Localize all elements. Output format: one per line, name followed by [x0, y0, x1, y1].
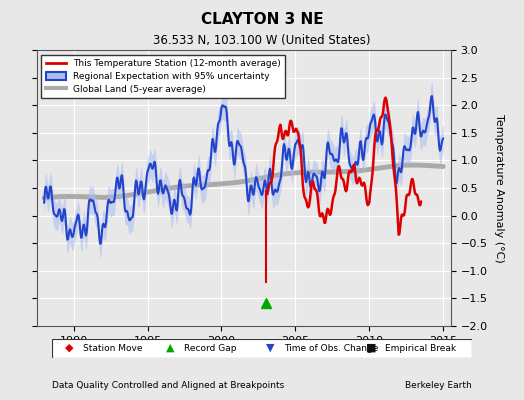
Text: ◆: ◆ — [65, 343, 73, 353]
Text: Record Gap: Record Gap — [183, 344, 236, 352]
Text: 36.533 N, 103.100 W (United States): 36.533 N, 103.100 W (United States) — [153, 34, 371, 47]
Text: ▼: ▼ — [266, 343, 275, 353]
Text: ▲: ▲ — [166, 343, 174, 353]
Text: Empirical Break: Empirical Break — [385, 344, 456, 352]
Text: ■: ■ — [366, 343, 376, 353]
Y-axis label: Temperature Anomaly (°C): Temperature Anomaly (°C) — [494, 114, 504, 262]
Text: Data Quality Controlled and Aligned at Breakpoints: Data Quality Controlled and Aligned at B… — [52, 381, 285, 390]
FancyBboxPatch shape — [52, 339, 472, 358]
Legend: This Temperature Station (12-month average), Regional Expectation with 95% uncer: This Temperature Station (12-month avera… — [41, 54, 285, 98]
Text: Berkeley Earth: Berkeley Earth — [405, 381, 472, 390]
Text: CLAYTON 3 NE: CLAYTON 3 NE — [201, 12, 323, 27]
Text: Time of Obs. Change: Time of Obs. Change — [284, 344, 379, 352]
Text: Station Move: Station Move — [83, 344, 143, 352]
